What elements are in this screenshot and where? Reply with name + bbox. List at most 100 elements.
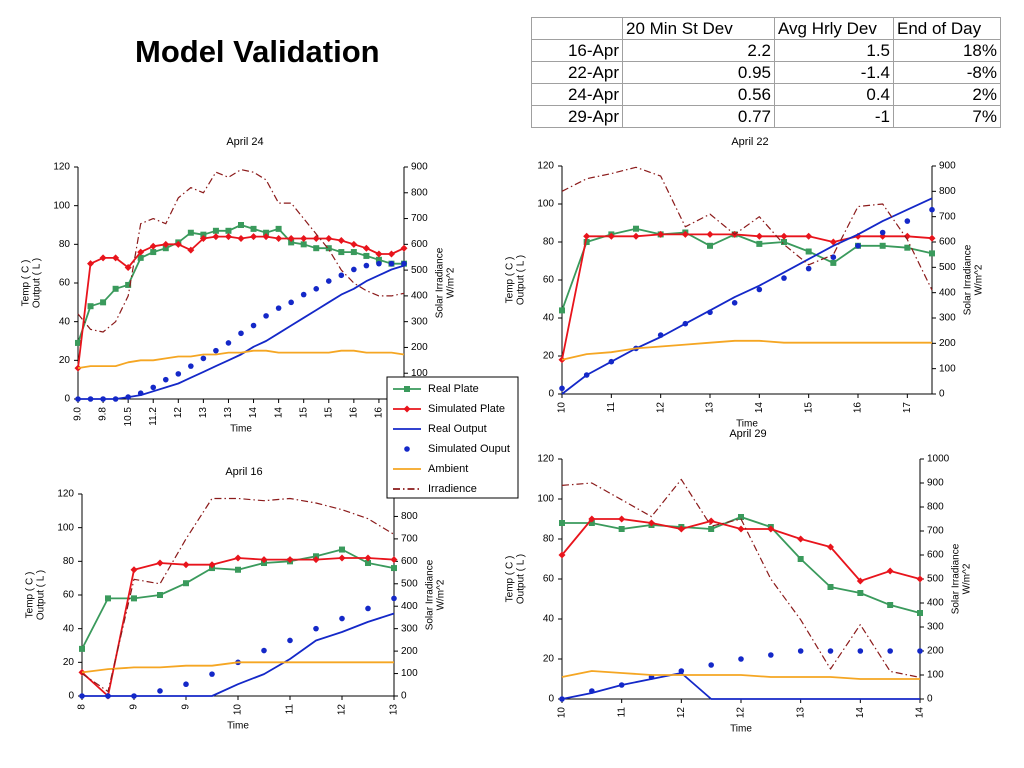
- x-tick-label: 12: [736, 707, 747, 719]
- square-marker: [137, 254, 144, 261]
- y-tick-label: 20: [543, 351, 555, 362]
- x-tick-label: 17: [902, 402, 913, 414]
- square-marker: [827, 584, 834, 590]
- square-marker: [857, 590, 864, 596]
- dot-marker: [830, 254, 837, 260]
- y-tick-label: 120: [537, 161, 554, 172]
- y2-tick-label: 300: [939, 313, 956, 324]
- y-tick-label: 100: [53, 200, 70, 211]
- dot-marker: [857, 648, 864, 654]
- y-tick-label: 40: [543, 614, 555, 625]
- y2-tick-label: 300: [401, 623, 418, 634]
- table-cell: 0.56: [622, 83, 775, 106]
- legend-label: Ambient: [428, 463, 468, 475]
- x-tick-label: 9.8: [98, 407, 109, 421]
- row-label: 29-Apr: [531, 105, 623, 128]
- square-marker: [105, 595, 111, 602]
- series-line: [82, 612, 395, 697]
- x-tick-label: 12: [173, 407, 184, 419]
- series-line: [561, 478, 921, 678]
- legend-marker: [403, 405, 411, 413]
- dot-marker: [188, 363, 194, 369]
- square-marker: [263, 229, 270, 236]
- x-tick-label: 13: [795, 707, 806, 719]
- y2-tick-label: 700: [401, 534, 418, 545]
- diamond-marker: [312, 235, 320, 243]
- legend-box: [386, 376, 519, 499]
- diamond-marker: [350, 240, 358, 248]
- y-tick-label: 20: [543, 654, 555, 665]
- chart-title: April 22: [731, 136, 768, 148]
- legend-label: Irradience: [428, 483, 477, 495]
- diamond-marker: [208, 561, 216, 569]
- series-line: [561, 227, 933, 311]
- dot-marker: [678, 668, 685, 674]
- y2-tick-label: 300: [927, 622, 944, 633]
- diamond-marker: [928, 234, 936, 242]
- x-tick-label: 14: [855, 707, 866, 719]
- dot-marker: [313, 625, 319, 632]
- y2-tick-label: 400: [939, 287, 956, 298]
- square-marker: [200, 231, 207, 238]
- series-line: [561, 197, 933, 395]
- dot-marker: [618, 682, 625, 688]
- diamond-marker: [632, 232, 640, 240]
- diamond-marker: [558, 551, 566, 559]
- y2-tick-label: 500: [939, 262, 956, 273]
- series-line: [77, 235, 405, 369]
- y-tick-label: 80: [59, 239, 71, 250]
- dot-marker: [313, 286, 320, 292]
- diamond-marker: [797, 535, 805, 543]
- row-label: 16-Apr: [531, 39, 623, 62]
- square-marker: [830, 259, 837, 266]
- x-tick-label: 8: [77, 704, 88, 710]
- diamond-marker: [250, 233, 258, 241]
- square-marker: [100, 299, 107, 306]
- y-tick-label: 60: [543, 275, 555, 286]
- y2-tick-label: 700: [927, 526, 944, 537]
- y2-tick-label: 600: [401, 556, 418, 567]
- square-marker: [338, 249, 345, 256]
- square-marker: [588, 520, 595, 526]
- diamond-marker: [260, 556, 268, 564]
- dot-marker: [157, 688, 163, 694]
- square-marker: [339, 546, 345, 553]
- diamond-marker: [112, 254, 120, 262]
- y2-axis-label: W/m^2: [962, 563, 973, 594]
- y2-tick-label: 600: [927, 550, 944, 561]
- legend-label: Real Plate: [428, 383, 479, 395]
- x-tick-label: 15: [803, 402, 814, 414]
- y2-tick-label: 800: [939, 186, 956, 197]
- square-marker: [559, 520, 565, 526]
- square-marker: [157, 592, 163, 598]
- x-tick-label: 14: [248, 407, 259, 419]
- y-axis-label: Temp ( C ): [505, 257, 516, 304]
- dot-marker: [351, 266, 357, 273]
- y2-tick-label: 400: [927, 598, 944, 609]
- x-axis-label: Time: [736, 419, 758, 430]
- square-marker: [708, 526, 715, 532]
- legend-label: Real Output: [428, 423, 487, 435]
- y2-tick-label: 0: [401, 691, 407, 702]
- y-tick-label: 0: [68, 691, 74, 702]
- y2-tick-label: 600: [411, 239, 428, 250]
- diamond-marker: [130, 566, 138, 574]
- y-tick-label: 40: [59, 316, 71, 327]
- square-marker: [904, 244, 911, 251]
- y2-tick-label: 0: [939, 389, 945, 400]
- square-marker: [375, 256, 382, 263]
- y-tick-label: 0: [548, 694, 554, 705]
- series-line: [561, 670, 920, 680]
- diamond-marker: [234, 554, 242, 562]
- y2-tick-label: 100: [401, 668, 418, 679]
- diamond-marker: [588, 515, 596, 523]
- square-marker: [365, 560, 371, 567]
- x-tick-label: 14: [273, 407, 284, 419]
- y-tick-label: 80: [543, 534, 555, 545]
- y2-tick-label: 800: [927, 502, 944, 513]
- dot-marker: [238, 330, 244, 337]
- legend-label: Simulated Plate: [428, 403, 505, 415]
- square-marker: [75, 339, 81, 346]
- chart-title: April 24: [226, 136, 263, 148]
- x-tick-label: 14: [754, 402, 765, 414]
